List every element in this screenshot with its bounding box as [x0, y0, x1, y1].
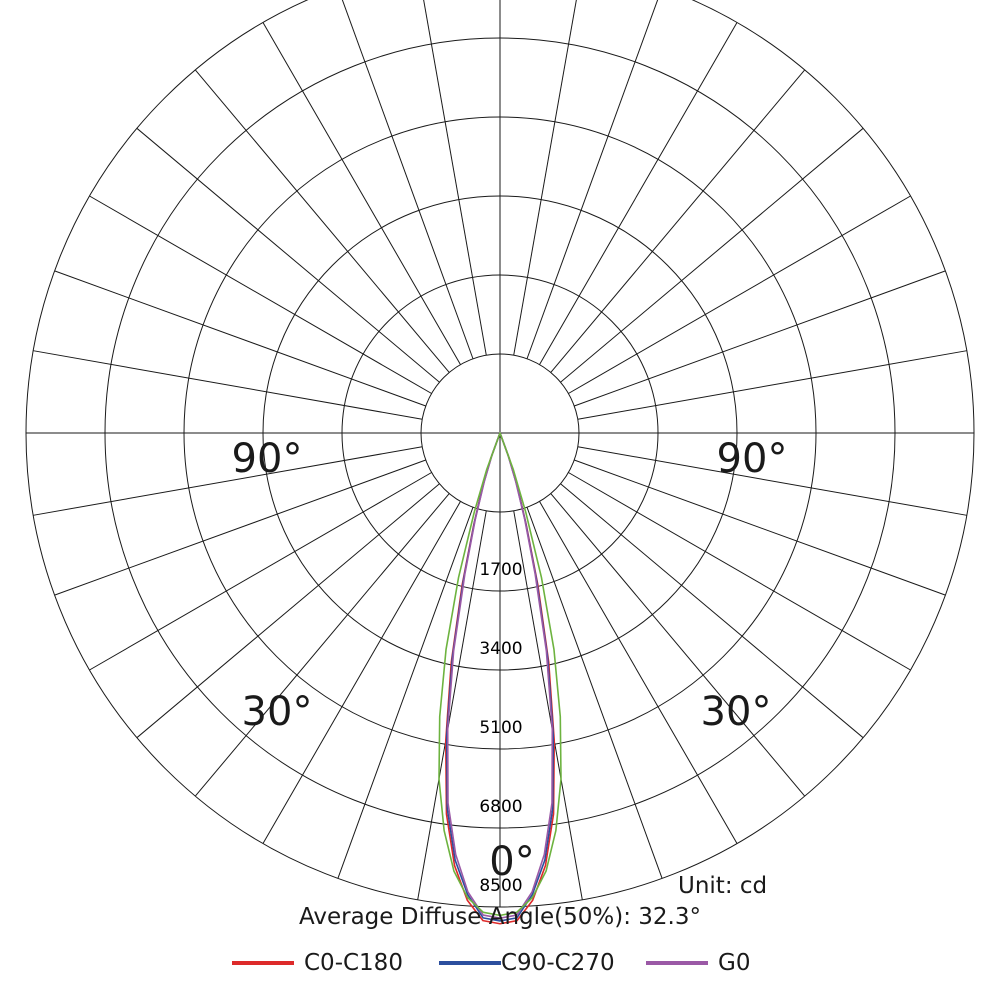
grid-spoke-340 [337, 507, 474, 879]
grid-spoke-130 [560, 127, 864, 383]
legend-item-c0-c180: C0-C180 [232, 945, 403, 981]
grid-spoke-160 [526, 0, 659, 359]
angle-label-30-left: 30° [242, 689, 313, 735]
grid-spoke-150 [539, 22, 738, 365]
grid-spoke-70 [574, 459, 946, 596]
legend-label-c0-c180: C0-C180 [304, 950, 403, 976]
legend-swatch-c0-c180 [232, 961, 294, 965]
grid-spoke-10 [513, 510, 583, 900]
legend-item-g0: G0 [646, 945, 750, 981]
grid-spoke-300 [89, 472, 432, 671]
grid-spoke-20 [526, 507, 663, 879]
grid-spoke-290 [54, 459, 426, 596]
grid-spoke-100 [577, 350, 967, 420]
grid-spoke-40 [550, 493, 806, 797]
legend-label-c90-c270: C90-C270 [501, 950, 615, 976]
radial-tick-label-6800: 6800 [479, 797, 522, 817]
angle-labels: 0° 30° 30° 90° 90° [232, 436, 788, 885]
grid-spoke-210 [262, 22, 461, 365]
legend-swatch-c90-c270 [439, 961, 501, 965]
grid-spoke-30 [539, 501, 738, 844]
angle-label-90-right: 90° [717, 436, 788, 482]
average-diffuse-angle: Average Diffuse Angle(50%): 32.3° [298, 904, 702, 930]
grid-spoke-280 [33, 446, 423, 516]
radial-tick-label-5100: 5100 [479, 718, 522, 738]
grid-spoke-260 [33, 350, 423, 420]
grid-spoke-330 [262, 501, 461, 844]
grid-spoke-320 [194, 493, 450, 797]
grid-spoke-110 [574, 270, 946, 407]
grid-spoke-80 [577, 446, 967, 516]
legend-item-c90-c270: C90-C270 [439, 945, 615, 981]
unit-label: Unit: cd [678, 873, 768, 899]
angle-label-90-left: 90° [232, 436, 303, 482]
radial-tick-label-8500: 8500 [479, 876, 522, 896]
intensity-curves [438, 432, 562, 925]
grid-spoke-250 [54, 270, 426, 407]
grid-spoke-220 [194, 69, 450, 373]
grid-spoke-310 [136, 483, 440, 739]
angle-label-30-right: 30° [701, 689, 772, 735]
radial-tick-labels: 1700 3400 5100 6800 8500 [479, 560, 522, 896]
grid-spoke-140 [550, 69, 806, 373]
grid-spoke-50 [560, 483, 864, 739]
grid-spoke-230 [136, 127, 440, 383]
grid-spoke-170 [513, 0, 577, 356]
grid-spoke-60 [568, 472, 911, 671]
grid-spoke-240 [89, 195, 432, 394]
radial-tick-label-1700: 1700 [479, 560, 522, 580]
curve-series-3 [438, 432, 562, 917]
grid-spoke-190 [423, 0, 487, 356]
legend-label-g0: G0 [718, 950, 751, 976]
grid-spoke-120 [568, 195, 911, 394]
grid-spoke-200 [341, 0, 474, 359]
legend: C0-C180 C90-C270 G0 [0, 945, 1000, 981]
radial-tick-label-3400: 3400 [479, 639, 522, 659]
angle-label-0: 0° [489, 839, 534, 885]
curve-g0 [446, 432, 554, 919]
polar-grid [25, 0, 975, 908]
grid-spoke-350 [417, 510, 487, 900]
legend-swatch-g0 [646, 961, 708, 965]
